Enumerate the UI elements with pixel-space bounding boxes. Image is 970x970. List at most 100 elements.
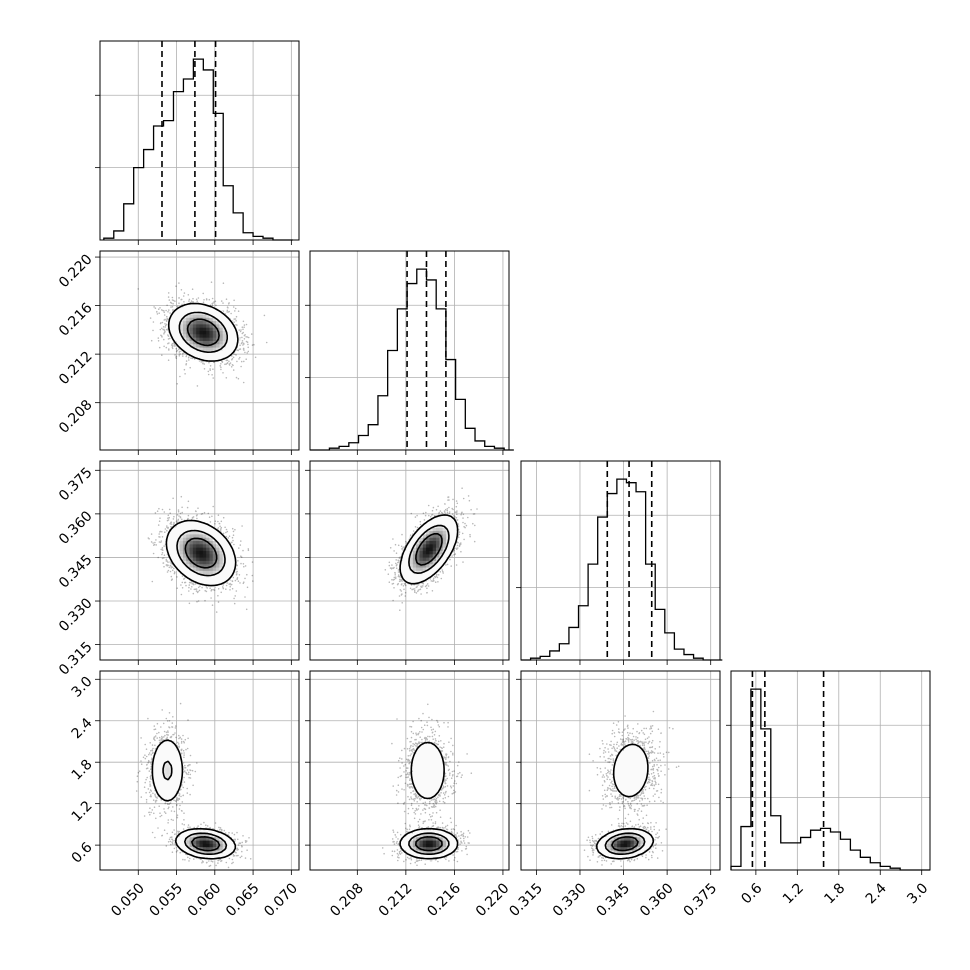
density-cell xyxy=(432,560,437,565)
density-cell xyxy=(633,790,638,795)
density-cell xyxy=(422,577,427,581)
density-cell xyxy=(637,830,641,834)
density-cell xyxy=(229,350,234,355)
density-cell xyxy=(229,553,234,558)
density-cell xyxy=(643,840,648,844)
density-cell xyxy=(209,830,214,834)
density-cell xyxy=(219,350,224,355)
density-cell xyxy=(627,843,631,848)
density-cell xyxy=(172,537,177,541)
density-cell xyxy=(426,543,430,548)
density-cell xyxy=(202,524,207,528)
density-cell xyxy=(182,563,187,568)
density-cell xyxy=(156,770,161,775)
histogram-bar xyxy=(598,517,608,660)
density-cell xyxy=(206,846,210,851)
density-cell xyxy=(442,846,447,851)
density-cell xyxy=(219,840,224,844)
density-cell xyxy=(169,550,174,555)
density-cell xyxy=(199,853,204,858)
histogram-panel-2 xyxy=(516,460,723,665)
density-cell xyxy=(229,843,234,848)
density-cell xyxy=(419,750,424,755)
density-cell xyxy=(182,343,187,348)
density-cell xyxy=(617,850,621,854)
density-cell xyxy=(192,533,197,538)
y-tick-label: 0.345 xyxy=(56,552,96,592)
density-cell xyxy=(399,567,404,571)
histogram-bar xyxy=(831,832,841,870)
density-cell xyxy=(442,850,447,854)
density-cell xyxy=(449,836,454,841)
density-cell xyxy=(169,317,174,322)
density-cell xyxy=(426,573,430,578)
density-cell xyxy=(419,747,424,751)
density-cell xyxy=(219,537,224,541)
density-cell xyxy=(192,333,197,338)
density-cell xyxy=(192,340,197,345)
density-cell xyxy=(169,547,174,551)
density-cell xyxy=(640,760,645,765)
axes-frame xyxy=(99,670,300,871)
density-cell xyxy=(172,333,177,338)
density-cell xyxy=(196,833,200,838)
density-cell xyxy=(419,577,424,581)
density-cell xyxy=(419,753,424,758)
density-cell xyxy=(442,543,447,548)
density-cell xyxy=(196,337,200,341)
density-cell xyxy=(172,553,177,558)
density-cell xyxy=(219,557,224,561)
histogram-bar xyxy=(731,866,741,870)
density-cell xyxy=(442,553,447,558)
density-cell xyxy=(229,563,234,568)
density-cell xyxy=(406,567,410,571)
density-cell xyxy=(199,343,204,348)
density-cell xyxy=(620,773,625,778)
density-cell xyxy=(637,747,641,751)
density-cell xyxy=(189,304,194,308)
density-cell xyxy=(222,833,227,838)
density-cell xyxy=(153,770,157,775)
x-tick-label: 0.220 xyxy=(473,880,513,920)
density-cell xyxy=(172,310,177,315)
density-cell xyxy=(422,790,427,795)
density-cell xyxy=(202,833,207,838)
density-cell xyxy=(206,530,210,535)
y-tick-label: 0.6 xyxy=(69,839,96,866)
y-tick-label: 2.4 xyxy=(69,715,96,742)
density-cell xyxy=(176,314,180,318)
density-cell xyxy=(219,553,224,558)
density-cell xyxy=(212,327,217,331)
density-cell xyxy=(206,557,210,561)
density-cell xyxy=(219,327,224,331)
density-cell xyxy=(192,343,197,348)
density-cell xyxy=(222,337,227,341)
density-cell xyxy=(226,560,230,565)
density-cell xyxy=(219,333,224,338)
density-cell xyxy=(176,783,180,788)
density-cell xyxy=(449,524,454,528)
density-cell xyxy=(633,853,638,858)
density-cell xyxy=(172,773,177,778)
density-cell xyxy=(432,843,437,848)
density-cell xyxy=(232,560,237,565)
density-cell xyxy=(186,520,190,525)
density-cell xyxy=(186,310,190,315)
density-cell xyxy=(637,773,641,778)
histogram-bar xyxy=(253,236,263,240)
density-cell xyxy=(419,550,424,555)
density-cell xyxy=(416,846,420,851)
density-cell xyxy=(627,767,631,771)
density-cell xyxy=(172,530,177,535)
density-cell xyxy=(445,537,450,541)
density-cell xyxy=(452,520,457,525)
density-cell xyxy=(412,833,417,838)
density-cell xyxy=(206,560,210,565)
density-cell xyxy=(432,533,437,538)
density-cell xyxy=(172,747,177,751)
density-cell xyxy=(432,846,437,851)
density-cell xyxy=(189,540,194,545)
density-cell xyxy=(219,343,224,348)
density-cell xyxy=(432,850,437,854)
density-cell xyxy=(442,830,447,834)
